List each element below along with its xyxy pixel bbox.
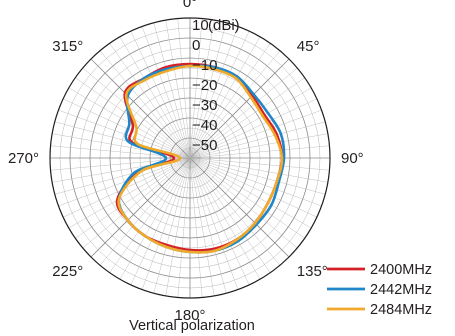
grid-spoke — [99, 157, 191, 266]
grid-spoke — [141, 26, 191, 159]
grid-spoke — [99, 50, 191, 159]
legend-label: 2484MHz — [370, 302, 432, 318]
grid-spoke — [165, 20, 191, 159]
grid-spoke — [153, 157, 191, 294]
grid-spoke — [189, 157, 328, 183]
angle-tick-labels: 0° 45° 90° 135° 180° 225° 270° 315° — [8, 0, 364, 324]
grid-spoke — [189, 133, 328, 159]
angle-tick-label: 270° — [8, 150, 39, 167]
angle-tick-label: 45° — [297, 38, 320, 55]
radial-tick-label: −10 — [192, 57, 217, 74]
grid-spoke — [189, 157, 317, 218]
grid-spoke — [189, 36, 261, 159]
angle-tick-label: 180° — [174, 307, 205, 324]
grid-spoke — [189, 157, 227, 294]
grid-spoke — [189, 50, 281, 159]
radial-tick-label: −40 — [192, 117, 217, 134]
grid-spoke — [68, 157, 191, 229]
grid-spoke — [189, 157, 326, 195]
radial-unit-label: (dBi) — [208, 17, 240, 34]
grid-spoke — [119, 36, 191, 159]
legend-label: 2400MHz — [370, 262, 432, 278]
series-group — [115, 62, 286, 254]
grid-spoke — [50, 145, 191, 159]
grid-spoke — [189, 157, 312, 229]
grid-spoke — [189, 145, 330, 159]
grid-spoke — [189, 20, 215, 159]
grid-spoke — [82, 157, 191, 249]
grid-spoke — [50, 157, 191, 171]
angle-tick-label: 225° — [52, 263, 83, 280]
grid-spoke — [177, 157, 191, 298]
grid-spoke — [90, 58, 191, 159]
grid-spoke — [189, 157, 250, 285]
radial-tick-label: −30 — [192, 97, 217, 114]
grid-spoke — [58, 157, 191, 207]
grid-spoke — [189, 26, 239, 159]
grid-spoke — [75, 157, 191, 239]
grid-spoke — [189, 58, 290, 159]
grid-spoke — [130, 31, 191, 159]
angle-tick-label: 135° — [297, 263, 328, 280]
grid-spoke — [189, 157, 322, 207]
grid-spoke — [189, 157, 298, 249]
grid-spoke — [189, 157, 239, 290]
grid-spoke — [153, 22, 191, 159]
radial-tick-label: 10 — [192, 17, 209, 34]
radial-tick-label: −20 — [192, 77, 217, 94]
grid-spoke — [189, 18, 203, 159]
grid-spoke — [189, 157, 203, 298]
grid-spoke — [189, 157, 281, 266]
angle-tick-label: 315° — [52, 38, 83, 55]
radial-tick-label: −50 — [192, 137, 217, 154]
grid-spoke — [189, 157, 290, 258]
legend: 2400MHz 2442MHz 2484MHz — [327, 262, 432, 318]
grid-spoke — [119, 157, 191, 280]
grid-spoke — [130, 157, 191, 285]
grid-spoke — [189, 31, 250, 159]
grid-spoke — [189, 157, 271, 273]
grid-spoke — [63, 98, 191, 159]
grid-spoke — [177, 18, 191, 159]
grid-spoke — [109, 43, 191, 159]
radial-tick-labels: 10 0 −10 −20 −30 −40 −50 — [192, 17, 217, 154]
grid-spoke — [189, 157, 330, 171]
chart-caption: Vertical polarization — [129, 318, 255, 334]
radial-tick-label: 0 — [192, 37, 200, 54]
grid-spoke — [189, 87, 312, 159]
grid-spoke — [189, 121, 326, 159]
grid-spoke — [189, 157, 305, 239]
grid-spoke — [165, 157, 191, 296]
series-line-2 — [117, 64, 284, 254]
grid-spoke — [141, 157, 191, 290]
grid-spoke — [90, 157, 191, 258]
grid-spoke — [109, 157, 191, 273]
grid-spoke — [189, 157, 215, 296]
outer-ring — [49, 17, 331, 299]
grid-spoke — [58, 109, 191, 159]
angle-tick-label: 90° — [341, 150, 364, 167]
series-line-0 — [115, 62, 284, 252]
grid-spoke — [189, 43, 271, 159]
grid-spoke — [82, 67, 191, 159]
grid-spoke — [189, 157, 261, 280]
angle-tick-label: 0° — [183, 0, 197, 11]
grid-spoke — [189, 77, 305, 159]
grid-spoke — [189, 98, 317, 159]
polar-grid — [49, 17, 331, 299]
legend-label: 2442MHz — [370, 282, 432, 298]
grid-spoke — [189, 22, 227, 159]
grid-spoke — [189, 67, 298, 159]
grid-spoke — [189, 109, 322, 159]
